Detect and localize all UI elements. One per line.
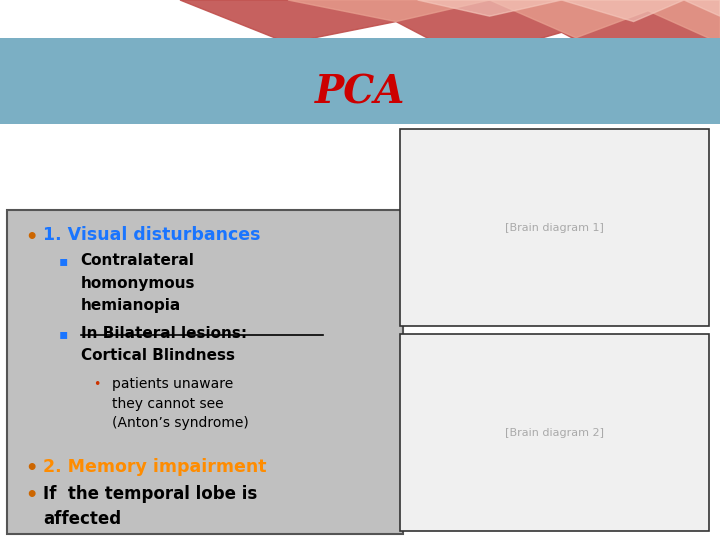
- Text: •: •: [25, 486, 37, 505]
- Text: ▪: ▪: [59, 327, 68, 341]
- Text: 2. Memory impairment: 2. Memory impairment: [43, 457, 266, 476]
- Polygon shape: [418, 0, 720, 22]
- Text: patients unaware
they cannot see
(Anton’s syndrome): patients unaware they cannot see (Anton’…: [112, 377, 248, 430]
- Text: [Brain diagram 2]: [Brain diagram 2]: [505, 428, 604, 438]
- FancyBboxPatch shape: [400, 130, 709, 326]
- Polygon shape: [180, 0, 720, 70]
- Text: If  the temporal lobe is
affected: If the temporal lobe is affected: [43, 484, 258, 528]
- Text: Contralateral
homonymous
hemianopia: Contralateral homonymous hemianopia: [81, 253, 195, 313]
- Text: PCA: PCA: [315, 73, 405, 112]
- Text: In Bilateral lesions:: In Bilateral lesions:: [81, 326, 247, 341]
- FancyBboxPatch shape: [0, 38, 720, 124]
- Text: 1. Visual disturbances: 1. Visual disturbances: [43, 226, 261, 245]
- FancyBboxPatch shape: [7, 210, 403, 534]
- Text: ▪: ▪: [59, 254, 68, 268]
- Text: •: •: [25, 459, 37, 478]
- Polygon shape: [288, 0, 720, 43]
- Text: [Brain diagram 1]: [Brain diagram 1]: [505, 223, 604, 233]
- Text: •: •: [25, 228, 37, 247]
- Text: •: •: [94, 379, 101, 392]
- FancyBboxPatch shape: [400, 334, 709, 531]
- Text: Cortical Blindness: Cortical Blindness: [81, 348, 235, 363]
